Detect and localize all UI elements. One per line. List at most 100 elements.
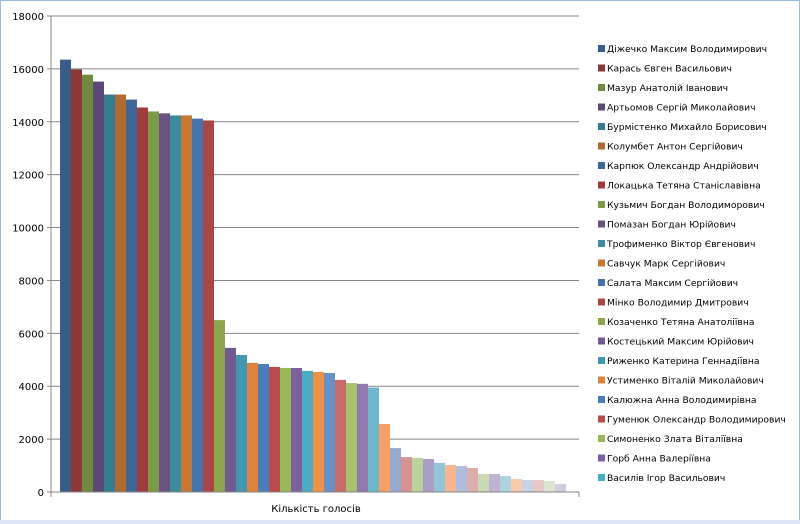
legend-swatch <box>598 298 605 306</box>
legend-item[interactable]: Локацька Тетяна Станіславівна <box>598 181 761 192</box>
legend-item[interactable]: Гуменюк Олександр Володимирович <box>598 415 786 426</box>
legend-item[interactable]: Кузьмич Богдан Володиморович <box>598 200 765 211</box>
bar[interactable] <box>269 366 280 492</box>
legend-label: Трофименко Віктор Євгенович <box>606 239 755 250</box>
bar[interactable] <box>412 457 423 492</box>
bar[interactable] <box>390 448 401 492</box>
bar[interactable] <box>71 69 82 492</box>
legend-item[interactable]: Костецький Максим Юрійович <box>598 337 754 348</box>
bar[interactable] <box>357 383 368 492</box>
legend-label: Мазур Анатолій Іванович <box>607 83 728 94</box>
bar[interactable] <box>379 424 390 492</box>
legend-swatch <box>598 454 605 462</box>
legend-swatch <box>598 474 605 481</box>
bar[interactable] <box>291 367 302 492</box>
bar[interactable] <box>170 115 181 492</box>
legend-item[interactable]: Діжечко Максим Володимирович <box>598 44 767 55</box>
legend-item[interactable]: Козаченко Тетяна Анатоліївна <box>598 317 754 328</box>
legend-item[interactable]: Риженко Катерина Геннадіївна <box>598 356 759 367</box>
bar[interactable] <box>181 115 192 492</box>
legend-label: Симоненко Злата Віталіївна <box>607 434 743 445</box>
bar[interactable] <box>60 59 71 493</box>
bar[interactable] <box>214 320 225 492</box>
bar[interactable] <box>82 74 93 492</box>
legend-item[interactable]: Горб Анна Валеріївна <box>598 454 711 465</box>
legend-swatch <box>598 201 605 208</box>
bar[interactable] <box>434 462 445 492</box>
legend-item[interactable]: Устименко Віталій Миколайович <box>598 376 764 387</box>
bar[interactable] <box>500 476 511 492</box>
bar[interactable] <box>115 94 126 492</box>
legend-item[interactable]: Симоненко Злата Віталіївна <box>598 434 743 445</box>
bar[interactable] <box>544 480 555 492</box>
bar[interactable] <box>137 107 148 493</box>
y-tick-label: 18000 <box>12 12 44 23</box>
bar[interactable] <box>225 347 236 492</box>
bar[interactable] <box>346 383 357 492</box>
legend-label: Колумбет Антон Сергійович <box>607 142 743 153</box>
legend-item[interactable]: Салата Максим Сергійович <box>598 278 738 289</box>
bar[interactable] <box>93 81 104 493</box>
bar[interactable] <box>335 379 346 492</box>
legend-item[interactable]: Помазан Богдан Юрійович <box>598 220 736 231</box>
bar[interactable] <box>401 457 412 492</box>
bar[interactable] <box>555 484 566 492</box>
y-tick-label: 2000 <box>19 435 44 446</box>
bar[interactable] <box>247 362 258 492</box>
bar[interactable] <box>126 99 137 492</box>
y-tick-label: 4000 <box>19 382 44 393</box>
legend-label: Мінко Володимир Дмитрович <box>607 298 749 309</box>
bar[interactable] <box>368 387 379 492</box>
legend-item[interactable]: Василів Ігор Васильович <box>598 473 725 484</box>
bar[interactable] <box>478 474 489 492</box>
bar[interactable] <box>104 94 115 492</box>
legend-swatch <box>598 240 605 247</box>
bar[interactable] <box>159 113 170 492</box>
legend-swatch <box>598 64 605 72</box>
legend-item[interactable]: Калюжна Анна Володимирівна <box>598 395 757 406</box>
bar[interactable] <box>148 111 159 492</box>
bar[interactable] <box>467 467 478 492</box>
bar[interactable] <box>489 474 500 492</box>
legend-item[interactable]: Савчук Марк Сергійович <box>598 259 725 270</box>
legend-swatch <box>598 259 605 267</box>
legend-label: Устименко Віталій Миколайович <box>607 376 764 387</box>
legend-label: Кузьмич Богдан Володиморович <box>607 200 765 211</box>
legend-label: Гуменюк Олександр Володимирович <box>607 415 786 426</box>
sheet-tabs-strip <box>0 520 800 524</box>
legend-item[interactable]: Бурмістенко Михайло Борисович <box>598 122 767 133</box>
bar[interactable] <box>456 466 467 492</box>
legend-label: Артьомов Сергій Миколайович <box>607 103 756 114</box>
legend-item[interactable]: Мазур Анатолій Іванович <box>598 83 728 94</box>
x-axis-label: Кількість голосів <box>271 503 361 515</box>
y-tick-label: 0 <box>38 488 44 499</box>
bar[interactable] <box>511 479 522 492</box>
legend-item[interactable]: Колумбет Антон Сергійович <box>598 142 743 153</box>
bar[interactable] <box>203 120 214 492</box>
bar[interactable] <box>445 465 456 492</box>
bar[interactable] <box>236 355 247 492</box>
legend-item[interactable]: Трофименко Віктор Євгенович <box>598 239 755 250</box>
legend-label: Діжечко Максим Володимирович <box>607 44 767 55</box>
bar[interactable] <box>324 373 335 492</box>
bar[interactable] <box>313 371 324 492</box>
bar[interactable] <box>423 458 434 492</box>
legend-item[interactable]: Мінко Володимир Дмитрович <box>598 298 749 309</box>
legend-swatch <box>598 142 605 150</box>
legend-swatch <box>598 318 605 325</box>
bar[interactable] <box>192 118 203 493</box>
bar[interactable] <box>522 480 533 492</box>
legend-item[interactable]: Карась Євген Васильович <box>598 64 732 75</box>
legend-item[interactable]: Артьомов Сергій Миколайович <box>598 103 756 114</box>
bar[interactable] <box>258 364 269 492</box>
legend-swatch <box>598 435 605 442</box>
legend-label: Калюжна Анна Володимирівна <box>607 395 757 406</box>
bar[interactable] <box>533 480 544 492</box>
legend-swatch <box>598 181 605 189</box>
legend-label: Костецький Максим Юрійович <box>607 337 754 348</box>
bar[interactable] <box>280 367 291 492</box>
bar[interactable] <box>302 370 313 492</box>
legend-label: Бурмістенко Михайло Борисович <box>607 122 767 133</box>
legend-item[interactable]: Карпюк Олександр Андрійович <box>598 161 759 172</box>
